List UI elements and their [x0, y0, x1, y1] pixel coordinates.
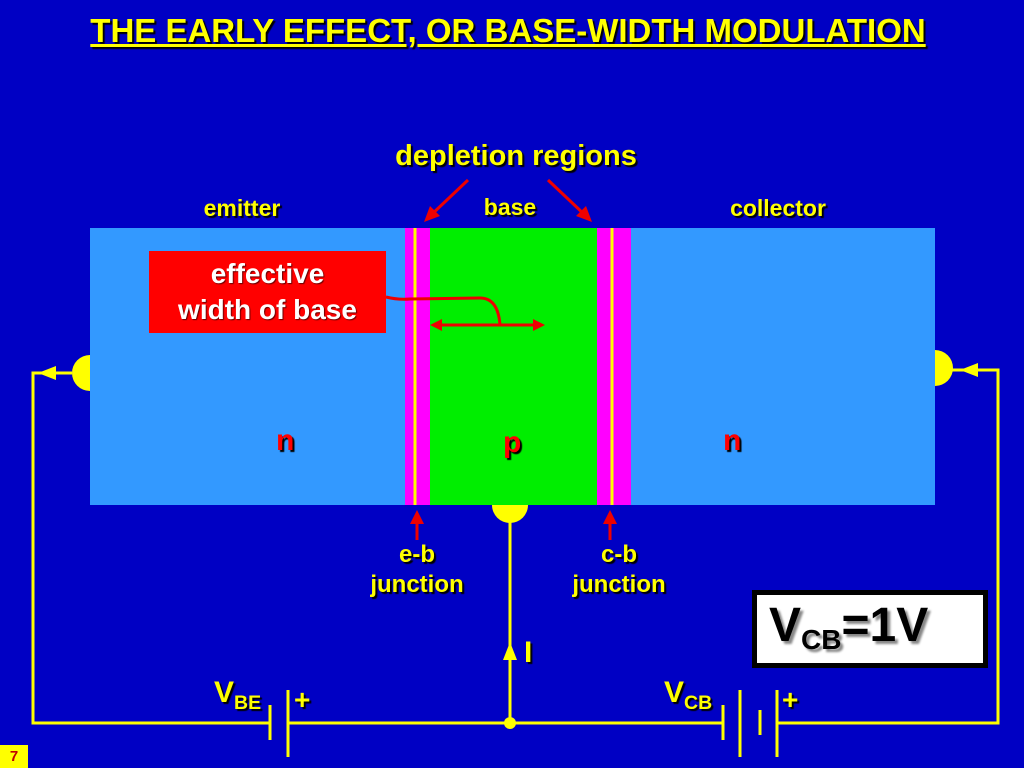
depletion-pointer-left — [428, 178, 470, 218]
page-number: 7 — [0, 745, 28, 768]
vcb-value-sub: CB — [801, 624, 842, 655]
effective-width-line1: effective — [210, 258, 325, 289]
eb-junction-line1: e-b — [399, 541, 435, 568]
cb-junction-line1: c-b — [601, 541, 637, 568]
vcb-main: V — [664, 676, 685, 709]
cb-junction-line2: junction — [572, 571, 666, 598]
emitter-label: emitter — [203, 195, 281, 221]
depletion-arrowhead-right — [576, 206, 592, 222]
depletion-arrowhead-left — [424, 206, 440, 222]
effective-width-arrowhead-left — [430, 319, 442, 331]
vcb-value-rest: =1V — [841, 599, 929, 652]
effective-width-box: effective width of base — [149, 251, 386, 333]
cb-arrowhead — [603, 510, 617, 524]
base-type-label: p — [503, 426, 522, 459]
emitter-current-arrow — [38, 366, 56, 380]
collector-label: collector — [730, 195, 826, 221]
vbe-label: VBE — [214, 676, 261, 715]
eb-depletion-region — [405, 228, 430, 505]
vbe-main: V — [214, 676, 235, 709]
depletion-regions-label: depletion regions — [395, 140, 637, 172]
effective-width-arrowhead-right — [533, 319, 545, 331]
emitter-type-label: n — [276, 424, 295, 457]
vcb-value-box: VCB=1V — [752, 590, 988, 668]
base-region — [430, 228, 597, 505]
cb-junction-label: c-b junction — [549, 540, 689, 600]
effective-width-line2: width of base — [178, 294, 357, 325]
base-label: base — [483, 194, 537, 220]
collector-current-arrow — [960, 363, 978, 377]
vbe-sub: BE — [234, 692, 262, 714]
depletion-pointer-right — [546, 178, 588, 218]
collector-region — [631, 228, 935, 505]
collector-contact — [935, 350, 953, 386]
eb-junction-label: e-b junction — [347, 540, 487, 600]
emitter-contact — [72, 355, 90, 391]
vcb-sub: CB — [684, 692, 713, 714]
base-current-arrow — [503, 642, 517, 660]
vcb-plus-label: + — [782, 684, 799, 715]
eb-arrowhead — [410, 510, 424, 524]
junction-node — [504, 717, 516, 729]
collector-type-label: n — [723, 424, 742, 457]
slide-title: THE EARLY EFFECT, OR BASE-WIDTH MODULATI… — [90, 12, 926, 49]
effective-width-leader — [385, 295, 502, 326]
vbe-plus-label: + — [294, 684, 311, 715]
vcb-label: VCB — [664, 676, 712, 715]
eb-junction-line2: junction — [370, 571, 464, 598]
current-label: I — [524, 636, 533, 669]
cb-depletion-region — [597, 228, 631, 505]
vcb-value-main: V — [769, 599, 802, 652]
